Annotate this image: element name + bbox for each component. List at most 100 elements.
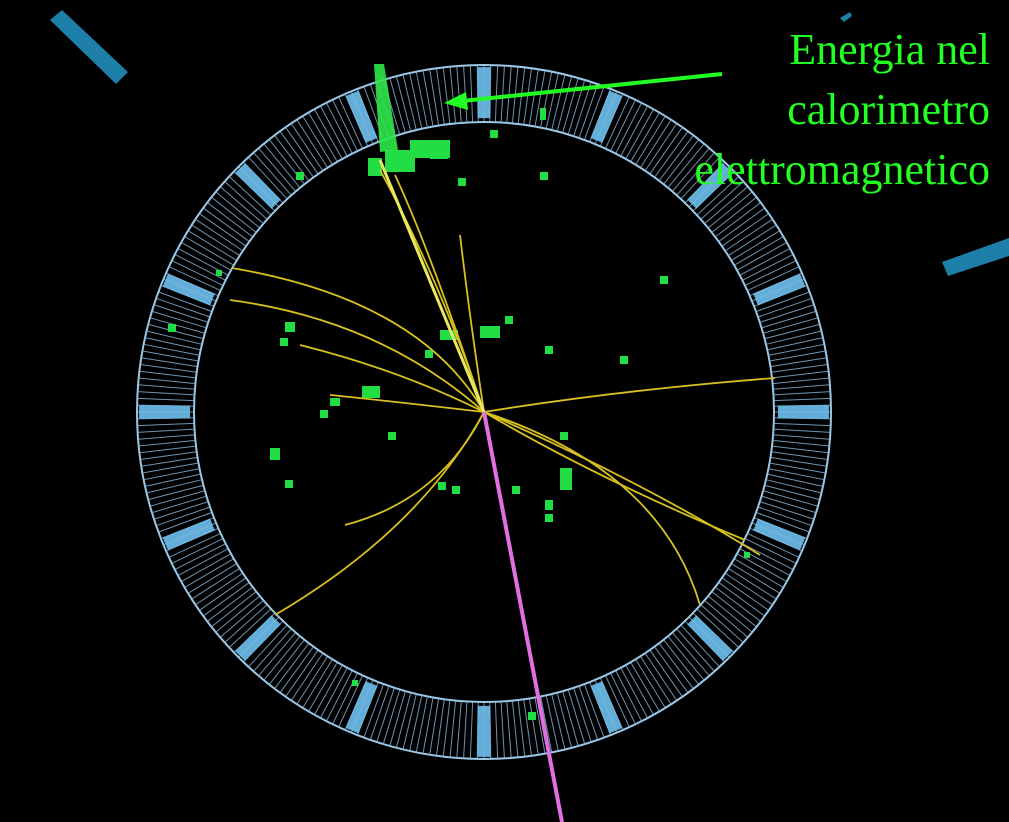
ring-cell <box>744 260 797 286</box>
ring-cell <box>140 451 197 461</box>
ring-cell <box>155 506 211 527</box>
ring-module <box>777 405 829 419</box>
ring-cell <box>138 434 195 440</box>
energy-hit <box>285 480 293 488</box>
ring-cell <box>308 661 338 712</box>
ring-cell <box>171 260 224 286</box>
ring-cell <box>761 495 817 514</box>
ring-cell <box>174 254 226 281</box>
ring-cell <box>764 323 820 340</box>
ring-cell <box>248 624 288 668</box>
energy-hit <box>540 108 546 120</box>
ring-cell <box>302 659 333 709</box>
ring-cell <box>146 330 203 345</box>
ring-cell <box>718 207 766 242</box>
ring-cell <box>773 428 831 433</box>
track <box>344 411 485 526</box>
ring-cell <box>773 422 831 427</box>
ring-cell <box>639 119 672 169</box>
ring-cell <box>215 595 261 633</box>
ring-cell <box>658 642 694 689</box>
ring-cell <box>545 695 559 752</box>
ring-cell <box>253 628 292 672</box>
ring-cell <box>369 685 390 741</box>
ring-cell <box>429 698 440 755</box>
ring-cell <box>523 699 533 756</box>
ring-cell <box>604 675 630 728</box>
ring-cell <box>409 72 423 129</box>
ring-cell <box>395 76 412 132</box>
ring-cell <box>676 152 715 196</box>
energy-hit <box>540 172 548 180</box>
energy-hit <box>440 330 458 340</box>
ring-cell <box>326 670 353 722</box>
energy-hit <box>270 448 280 460</box>
ring-module <box>590 90 623 143</box>
ring-cell <box>759 304 815 323</box>
ring-cell <box>195 218 244 252</box>
energy-hit <box>620 356 628 364</box>
energy-hit <box>490 130 498 138</box>
ring-cell <box>517 699 526 757</box>
ring-cell <box>494 701 499 759</box>
ring-cell <box>422 70 434 127</box>
ring-module <box>753 273 806 306</box>
ring-cell <box>180 242 232 271</box>
ring-cell <box>158 291 213 313</box>
ring-cell <box>773 391 831 396</box>
ring-cell <box>138 384 195 390</box>
ring-cell <box>771 451 828 461</box>
ring-cell <box>733 558 784 588</box>
ring-cell <box>663 639 700 685</box>
ring-cell <box>704 599 749 638</box>
ring-cell <box>456 701 462 758</box>
energy-hit <box>560 468 572 490</box>
ring-cell <box>142 462 199 474</box>
ring-cell <box>402 74 417 131</box>
energy-hit <box>362 386 380 398</box>
ring-cell <box>768 343 825 356</box>
ring-cell <box>765 330 822 345</box>
ring-cell <box>153 304 209 323</box>
ring-cell <box>562 690 579 747</box>
ring-cell <box>191 567 241 600</box>
ring-cell <box>274 642 310 689</box>
ring-cell <box>279 130 314 178</box>
ring-cell <box>528 698 539 755</box>
arrow-shaft <box>461 72 723 103</box>
ring-cell <box>228 608 272 648</box>
ring-cell <box>540 696 553 753</box>
ring-cell <box>151 495 207 514</box>
energy-hit <box>744 552 750 558</box>
energy-hit <box>330 398 340 406</box>
track <box>483 411 701 606</box>
energy-hit <box>388 432 396 440</box>
ring-cell <box>211 591 257 628</box>
ring-cell <box>326 102 353 154</box>
ring-cell <box>290 123 324 172</box>
ring-cell <box>195 572 244 606</box>
ring-cell <box>528 69 539 126</box>
ring-module <box>753 518 806 551</box>
energy-hit <box>545 514 553 522</box>
ring-module <box>477 705 491 757</box>
ring-cell <box>654 646 689 694</box>
ring-cell <box>138 377 196 385</box>
ring-cell <box>319 667 348 719</box>
ring-cell <box>137 391 195 396</box>
energy-hit <box>352 680 358 686</box>
ring-cell <box>714 586 761 622</box>
ring-cell <box>731 230 781 261</box>
ring-cell <box>248 156 288 200</box>
ring-cell <box>523 68 533 125</box>
ring-cell <box>296 119 329 169</box>
ring-cell <box>711 591 757 628</box>
ring-cell <box>620 667 649 719</box>
ring-cell <box>319 105 348 157</box>
ring-cell <box>149 490 206 507</box>
ring-cell <box>649 127 683 175</box>
energy-tower <box>374 64 398 152</box>
ring-cell <box>202 207 250 242</box>
energy-hit <box>660 276 668 284</box>
ring-cell <box>721 213 769 247</box>
